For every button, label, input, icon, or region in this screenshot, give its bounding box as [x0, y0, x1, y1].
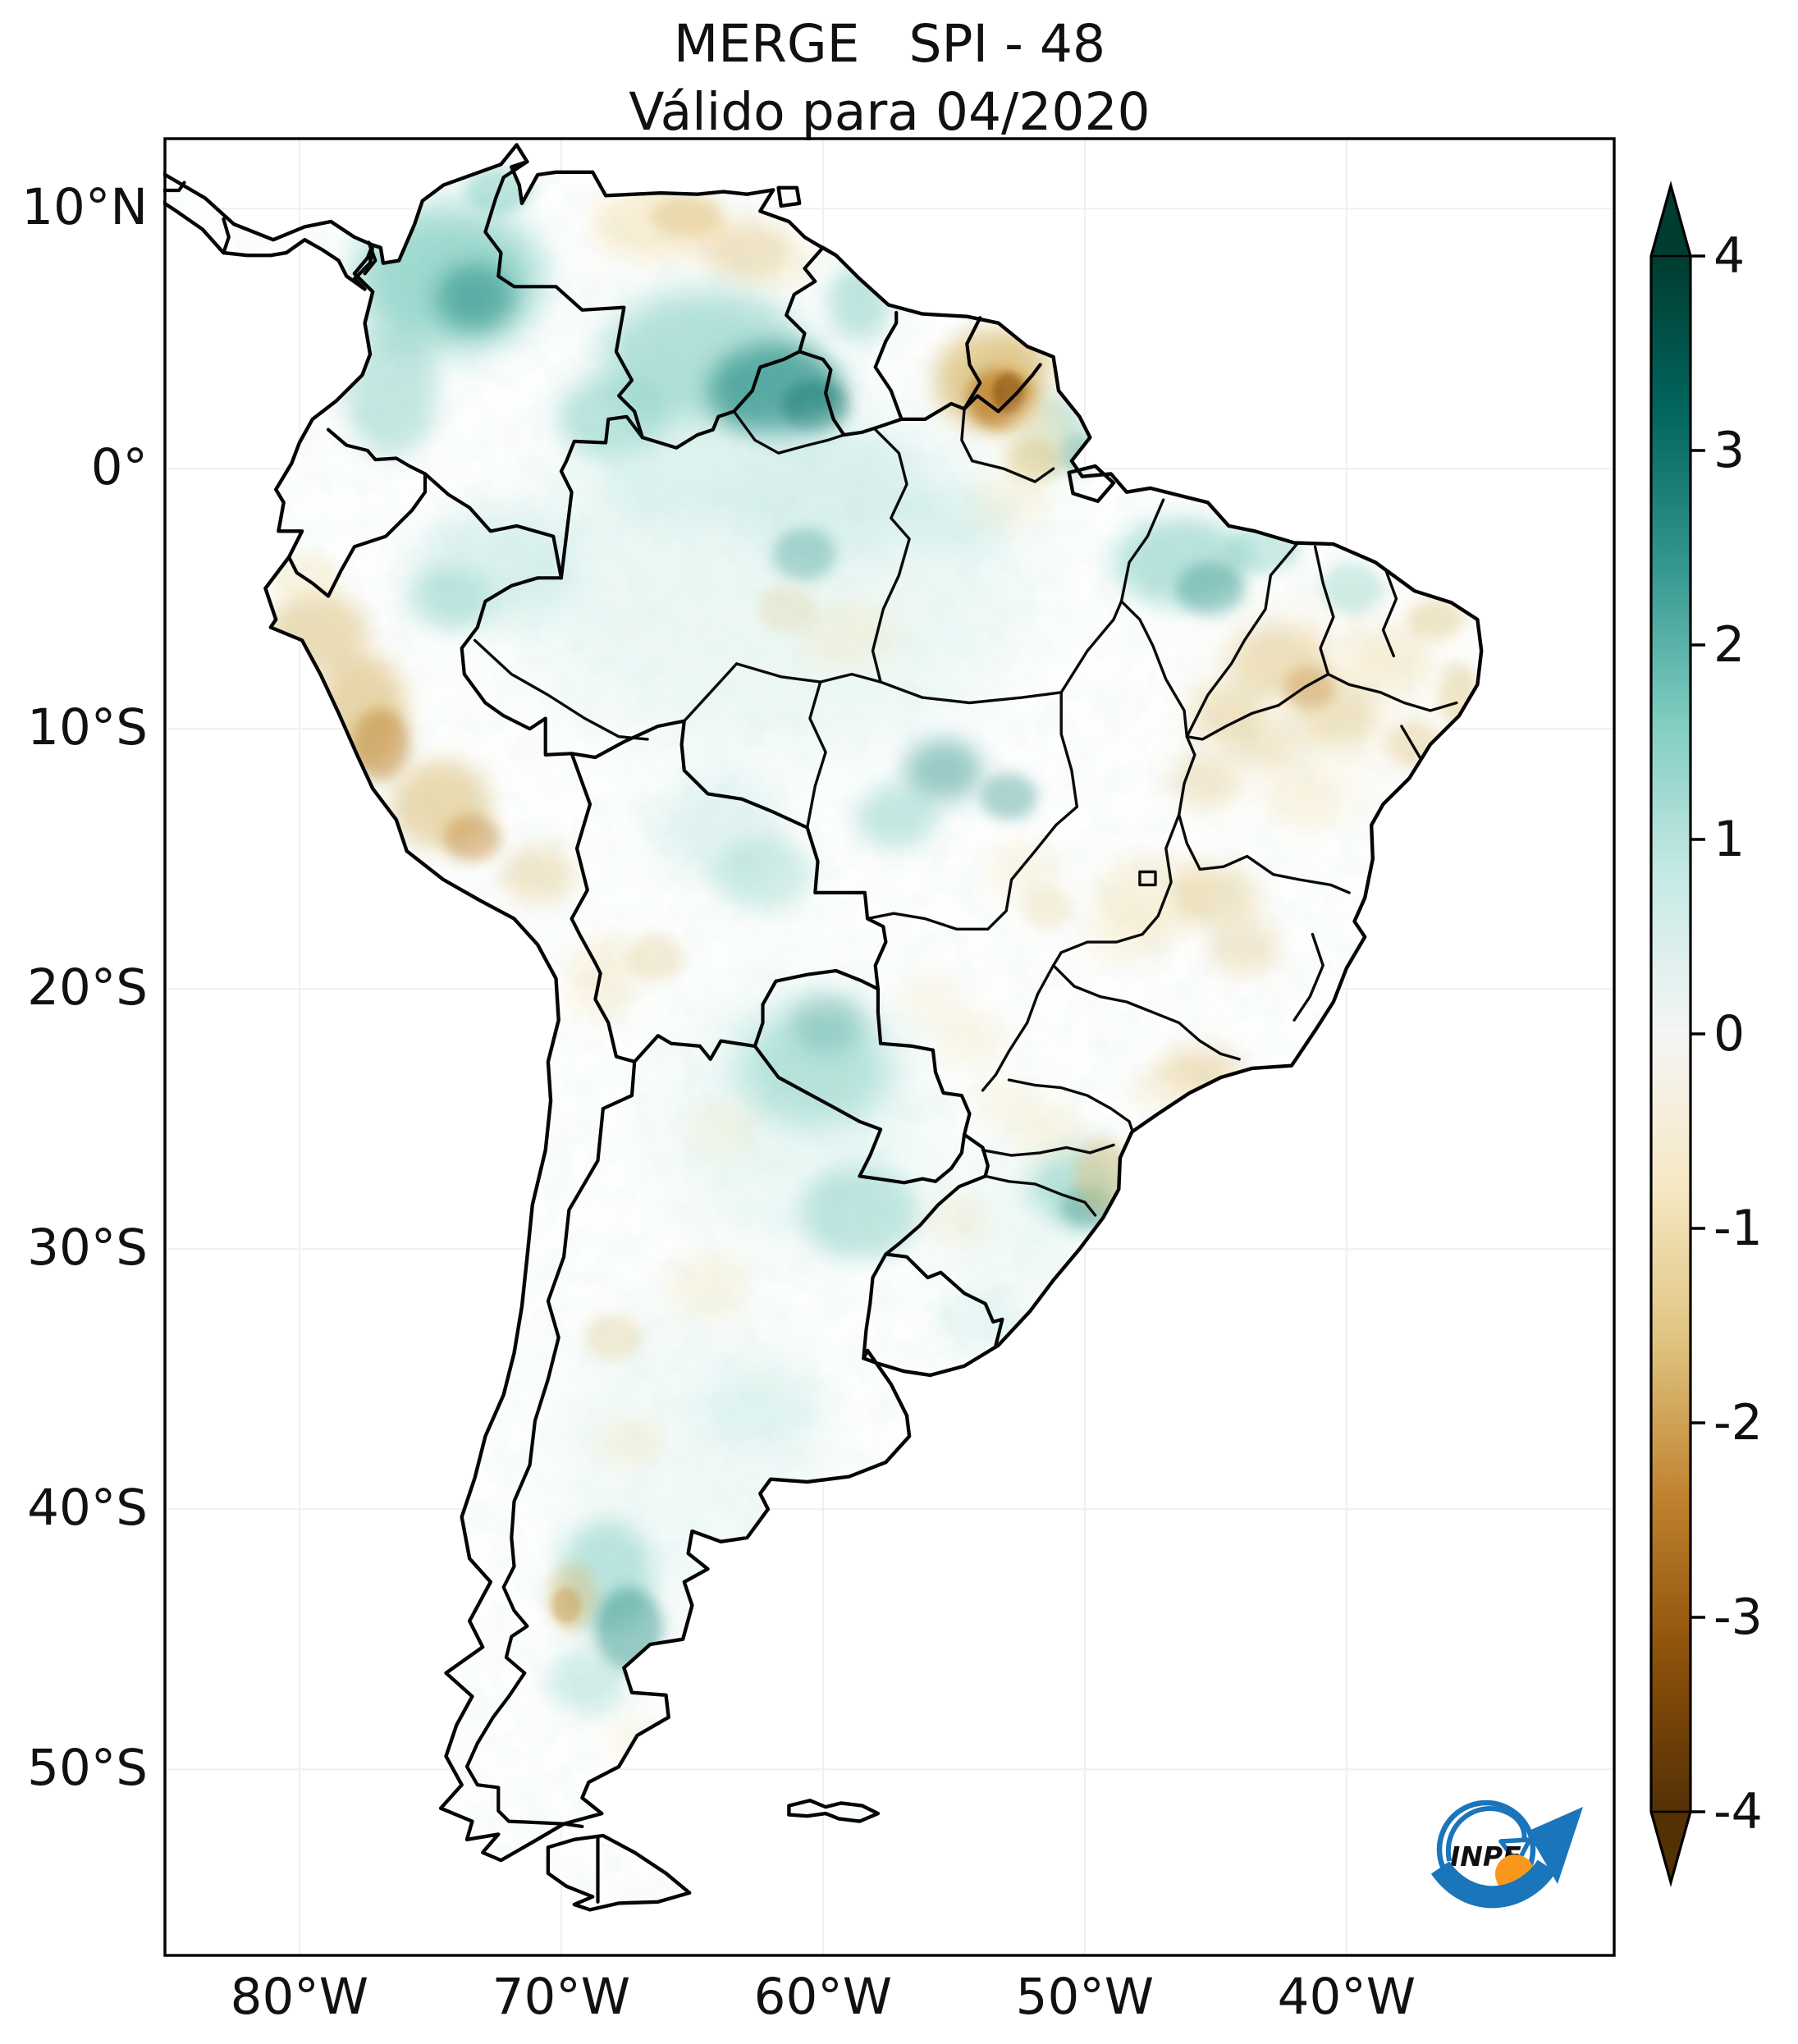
y-tick-label: 0°: [90, 438, 148, 497]
colorbar-tick-label: -2: [1713, 1394, 1763, 1452]
map-canvas: [163, 137, 1616, 1957]
spi-raster: [163, 144, 1482, 1910]
x-tick-label: 70°W: [492, 1968, 631, 2026]
colorbar-canvas: [1649, 181, 1705, 1887]
y-tick-label: 10°N: [21, 178, 148, 237]
colorbar-extend-min: [1651, 1812, 1690, 1882]
inpe-logo-small-arrowhead: [1498, 1837, 1532, 1866]
x-tick-label: 80°W: [230, 1968, 369, 2026]
colorbar-extend-max: [1651, 185, 1690, 256]
y-tick-label: 40°S: [27, 1479, 148, 1538]
x-tick-label: 40°W: [1277, 1968, 1416, 2026]
country-borders: [163, 160, 1042, 1904]
colorbar-tick-label: 4: [1713, 227, 1745, 285]
figure-title-block: MERGE SPI - 48 Válido para 04/2020: [163, 10, 1616, 146]
y-tick-label: 30°S: [27, 1219, 148, 1278]
colorbar-tick-label: 2: [1713, 616, 1745, 674]
colorbar-tick-label: 1: [1713, 811, 1745, 868]
map-canvas-holder: [163, 137, 1616, 1957]
inpe-logo-big-arrow-tail: [1430, 1859, 1557, 1909]
colorbar-gradient: [1651, 256, 1690, 1812]
colorbar-tick-label: 0: [1713, 1005, 1745, 1063]
colorbar-canvas-holder: [1633, 156, 1781, 1953]
inpe-logo-holder: INPE: [1422, 1781, 1596, 1915]
coastline: [163, 143, 1484, 1912]
colorbar-tick-label: -4: [1713, 1783, 1763, 1841]
inpe-logo: INPE: [1430, 1799, 1583, 1909]
plot-frame: [163, 137, 1616, 1957]
inpe-logo-big-arrowhead: [1527, 1807, 1583, 1884]
state-borders: [473, 407, 1458, 1217]
figure-subtitle: Válido para 04/2020: [629, 82, 1151, 143]
y-tick-label: 10°S: [27, 698, 148, 757]
x-tick-label: 50°W: [1015, 1968, 1155, 2026]
colorbar-tick-label: 3: [1713, 422, 1745, 479]
figure-title: MERGE SPI - 48: [673, 14, 1106, 74]
y-tick-label: 50°S: [27, 1739, 148, 1798]
colorbar-tick-label: -1: [1713, 1200, 1763, 1257]
y-tick-label: 20°S: [27, 958, 148, 1017]
colorbar-tick-label: -3: [1713, 1589, 1763, 1646]
x-tick-label: 60°W: [753, 1968, 893, 2026]
